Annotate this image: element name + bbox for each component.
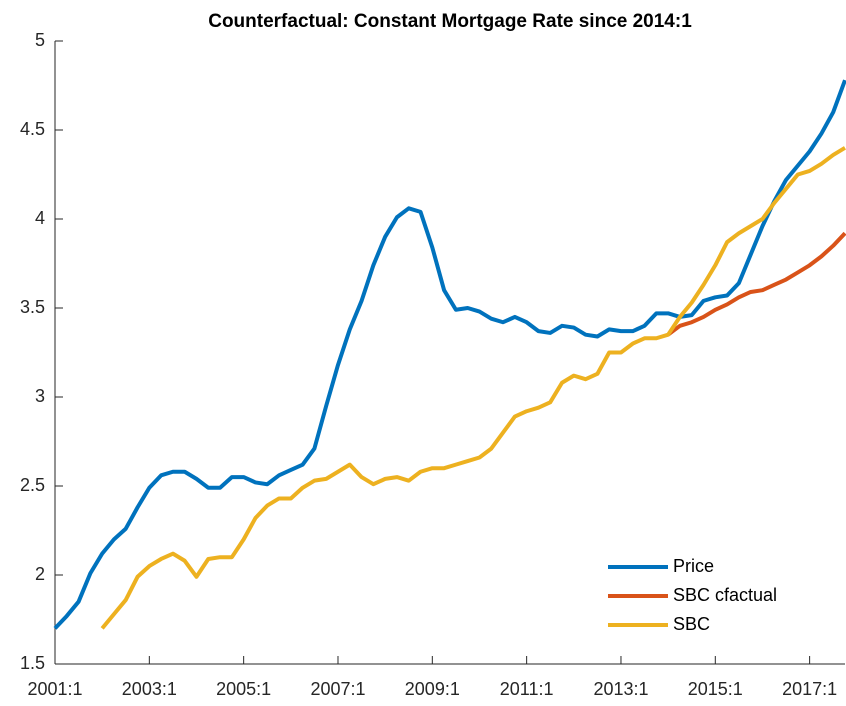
- y-tick-label: 2.5: [20, 475, 45, 495]
- y-tick-label: 4: [35, 208, 45, 228]
- chart-title: Counterfactual: Constant Mortgage Rate s…: [208, 11, 692, 32]
- y-tick-label: 3: [35, 386, 45, 406]
- x-tick-label: 2013:1: [593, 679, 648, 699]
- x-tick-label: 2015:1: [688, 679, 743, 699]
- y-tick-label: 5: [35, 30, 45, 50]
- legend-label: SBC: [673, 614, 710, 634]
- legend-label: Price: [673, 556, 714, 576]
- x-tick-label: 2009:1: [405, 679, 460, 699]
- line-series: [53, 79, 846, 630]
- x-tick-label: 2001:1: [27, 679, 82, 699]
- line-series: [666, 231, 846, 337]
- x-tick-label: 2005:1: [216, 679, 271, 699]
- x-tick-label: 2007:1: [310, 679, 365, 699]
- y-tick-label: 2: [35, 564, 45, 584]
- x-tick-label: 2011:1: [500, 679, 554, 699]
- y-tick-label: 4.5: [20, 119, 45, 139]
- y-tick-label: 1.5: [20, 653, 45, 673]
- y-tick-label: 3.5: [20, 297, 45, 317]
- x-tick-label: 2003:1: [122, 679, 177, 699]
- x-tick-label: 2017:1: [782, 679, 837, 699]
- line-series: [100, 146, 846, 630]
- legend-label: SBC cfactual: [673, 585, 777, 605]
